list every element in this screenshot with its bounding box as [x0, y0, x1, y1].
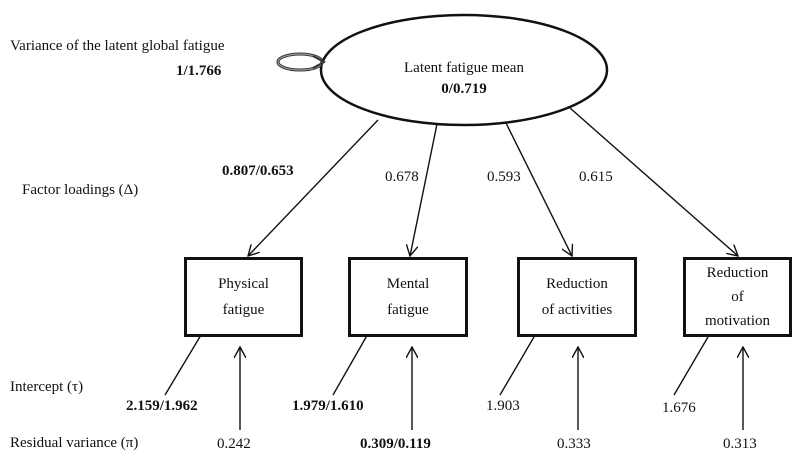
residual-value-physical: 0.242 — [217, 436, 251, 452]
factor-loadings-label: Factor loadings (Δ) — [22, 182, 139, 198]
residual-value-motivation: 0.313 — [723, 436, 757, 452]
latent-value: 0/0.719 — [441, 81, 487, 97]
variance-value: 1/1.766 — [176, 63, 222, 79]
loading-value-activities: 0.593 — [487, 169, 521, 185]
indicator-label: Reduction of motivation — [705, 265, 770, 329]
indicator-label: Reduction of activities — [541, 276, 613, 318]
residual-value-mental: 0.309/0.119 — [360, 436, 431, 452]
intercept-value-physical: 2.159/1.962 — [126, 398, 198, 414]
indicator-box-physical: Physical fatigue — [184, 257, 303, 337]
loading-arrow-motivation — [569, 107, 738, 256]
intercept-label: Intercept (τ) — [10, 379, 84, 395]
loading-value-motivation: 0.615 — [579, 169, 613, 185]
indicator-box-activities: Reduction of activities — [517, 257, 637, 337]
latent-title: Latent fatigue mean — [404, 60, 524, 76]
loading-value-mental: 0.678 — [385, 169, 419, 185]
variance-loop-icon — [276, 52, 327, 72]
latent-fatigue-ellipse — [319, 13, 609, 127]
intercept-value-activities: 1.903 — [486, 398, 520, 414]
loading-arrow-physical — [248, 119, 379, 256]
intercept-value-mental: 1.979/1.610 — [292, 398, 364, 414]
intercept-value-motivation: 1.676 — [662, 400, 696, 416]
loading-arrow-mental — [410, 123, 438, 256]
indicator-label: Physical fatigue — [218, 276, 269, 318]
loading-arrow-activities — [505, 122, 572, 256]
variance-title: Variance of the latent global fatigue — [10, 38, 225, 54]
residual-value-activities: 0.333 — [557, 436, 591, 452]
indicator-box-motivation: Reduction of motivation — [683, 257, 792, 337]
indicator-label: Mental fatigue — [386, 276, 430, 318]
indicator-box-mental: Mental fatigue — [348, 257, 468, 337]
loading-value-physical: 0.807/0.653 — [222, 163, 294, 179]
residual-variance-label: Residual variance (π) — [10, 435, 139, 451]
